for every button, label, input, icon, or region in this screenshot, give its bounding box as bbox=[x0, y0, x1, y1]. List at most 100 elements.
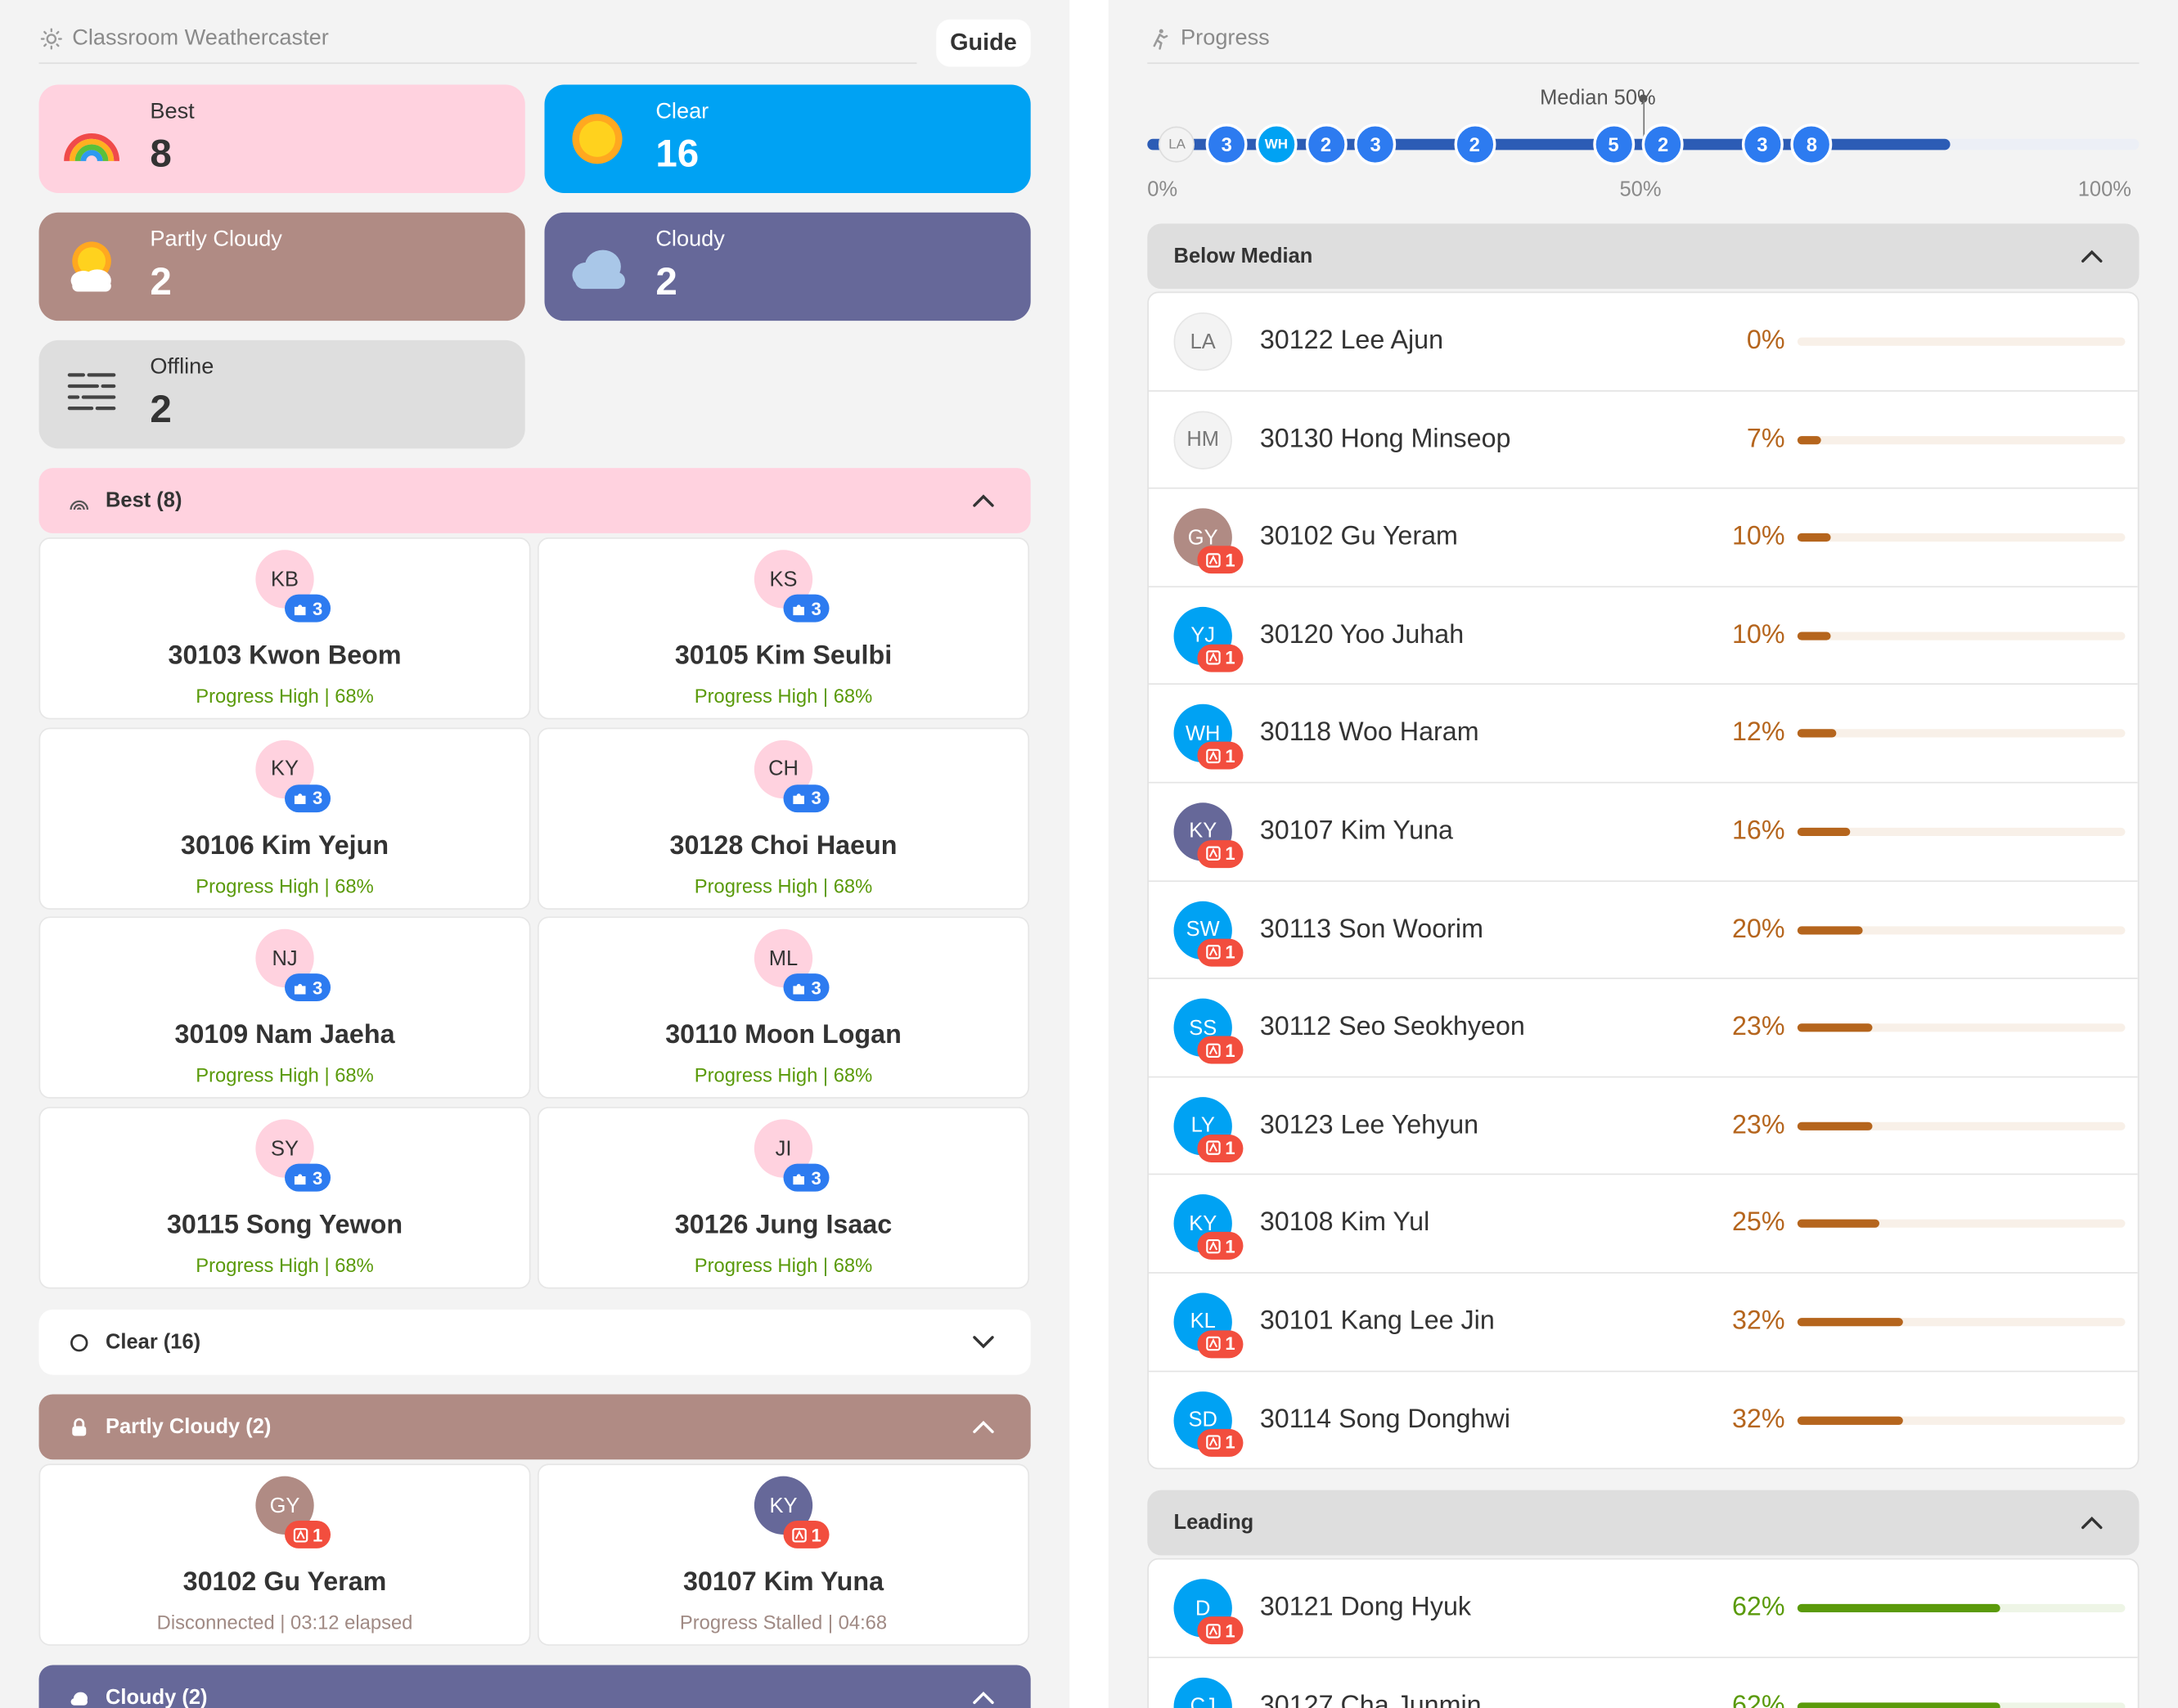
summary-card-partly-cloudy[interactable]: Partly Cloudy 2 bbox=[38, 212, 525, 321]
section-header-partly-cloudy[interactable]: Partly Cloudy (2) bbox=[38, 1394, 1031, 1460]
alert-icon bbox=[792, 1527, 807, 1542]
section-header-clear[interactable]: Clear (16) bbox=[38, 1309, 1031, 1375]
student-card[interactable]: KS 3 30105 Kim Seulbi Progress High | 68% bbox=[538, 537, 1029, 720]
weathercaster-panel: Classroom Weathercaster Guide Best 8 Cle… bbox=[0, 0, 1070, 1708]
track-point[interactable]: 2 bbox=[1453, 124, 1496, 166]
guide-button[interactable]: Guide bbox=[936, 19, 1031, 67]
count-badge: 1 bbox=[1197, 840, 1244, 869]
student-status: Progress High | 68% bbox=[694, 1254, 873, 1277]
track-point[interactable]: 3 bbox=[1741, 124, 1784, 166]
student-name: 30106 Kim Yejun bbox=[181, 831, 389, 861]
student-name: 30102 Gu Yeram bbox=[182, 1567, 387, 1598]
track-point[interactable]: 2 bbox=[1642, 124, 1685, 166]
track-point[interactable]: 3 bbox=[1354, 124, 1397, 166]
badge-count: 1 bbox=[312, 1524, 323, 1545]
alert-icon bbox=[1206, 1435, 1221, 1450]
section-header-leading[interactable]: Leading bbox=[1147, 1490, 2140, 1556]
student-row[interactable]: LA 30122 Lee Ajun 0% bbox=[1148, 293, 2138, 392]
summary-count: 2 bbox=[150, 259, 172, 303]
badge-count: 1 bbox=[1225, 1333, 1235, 1355]
badge-count: 3 bbox=[811, 787, 821, 809]
student-row[interactable]: CJ 30127 Cha Junmin 62% bbox=[1149, 1657, 2138, 1708]
student-name: 30122 Lee Ajun bbox=[1259, 326, 1444, 356]
track-point[interactable]: 2 bbox=[1305, 124, 1347, 166]
student-name: 30130 Hong Minseop bbox=[1259, 424, 1511, 454]
progress-percent: 32% bbox=[1731, 1405, 1785, 1434]
leading-list: D 1 30121 Dong Hyuk 62% CJ 30127 Cha Junmin 62… bbox=[1147, 1557, 2140, 1708]
summary-card-offline[interactable]: Offline 2 bbox=[38, 339, 525, 449]
student-row[interactable]: GY 1 30102 Gu Yeram 10% bbox=[1148, 489, 2138, 587]
student-row[interactable]: LY 1 30123 Lee Yehyun 23% bbox=[1148, 1077, 2138, 1175]
puzzle-icon bbox=[793, 604, 804, 615]
section-header-below-median[interactable]: Below Median bbox=[1147, 223, 2140, 290]
student-card[interactable]: CH 3 30128 Choi Haeun Progress High | 68% bbox=[538, 727, 1029, 910]
count-badge: 1 bbox=[1197, 1134, 1244, 1162]
chevron-up-icon[interactable] bbox=[972, 489, 994, 513]
median-line bbox=[1642, 100, 1645, 147]
chevron-up-icon[interactable] bbox=[2081, 245, 2103, 268]
progress-percent: 10% bbox=[1731, 522, 1785, 552]
summary-count: 16 bbox=[655, 132, 700, 175]
student-row[interactable]: KY 1 30107 Kim Yuna 16% bbox=[1148, 783, 2138, 882]
student-name: 30105 Kim Seulbi bbox=[674, 641, 893, 671]
student-card[interactable]: KB 3 30103 Kwon Beom Progress High | 68% bbox=[38, 537, 531, 720]
alert-icon bbox=[293, 1527, 308, 1542]
student-status: Progress High | 68% bbox=[694, 684, 873, 708]
count-badge: 1 bbox=[783, 1520, 830, 1548]
section-header-cloudy[interactable]: Cloudy (2) bbox=[38, 1665, 1031, 1708]
progress-bar-fill bbox=[1797, 533, 1830, 542]
count-badge: 1 bbox=[1197, 1036, 1244, 1064]
student-status: Progress Stalled | 04:68 bbox=[679, 1611, 888, 1634]
median-dot bbox=[1639, 94, 1648, 103]
progress-percent: 16% bbox=[1731, 816, 1785, 846]
student-row[interactable]: SS 1 30112 Seo Seokhyeon 23% bbox=[1148, 979, 2138, 1077]
chevron-up-icon[interactable] bbox=[972, 1686, 994, 1708]
summary-count: 2 bbox=[655, 259, 677, 303]
student-name: 30112 Seo Seokhyeon bbox=[1259, 1012, 1525, 1042]
chevron-up-icon[interactable] bbox=[2081, 1511, 2103, 1535]
student-name: 30108 Kim Yul bbox=[1259, 1208, 1430, 1238]
student-row[interactable]: KL 1 30101 Kang Lee Jin 32% bbox=[1148, 1274, 2138, 1372]
student-row[interactable]: WH 1 30118 Woo Haram 12% bbox=[1148, 685, 2138, 784]
student-row[interactable]: D 1 30121 Dong Hyuk 62% bbox=[1148, 1560, 2138, 1658]
student-card[interactable]: ML 3 30110 Moon Logan Progress High | 68% bbox=[538, 917, 1029, 1099]
student-row[interactable]: KY 1 30108 Kim Yul 25% bbox=[1148, 1175, 2138, 1274]
student-card[interactable]: JI 3 30126 Jung Isaac Progress High | 68% bbox=[538, 1107, 1029, 1289]
panel-header: Progress bbox=[1147, 14, 2140, 65]
panel-header: Classroom Weathercaster bbox=[38, 14, 917, 65]
student-name: 30107 Kim Yuna bbox=[1259, 816, 1453, 846]
student-card[interactable]: SY 3 30115 Song Yewon Progress High | 68% bbox=[38, 1107, 531, 1289]
track-point[interactable]: 8 bbox=[1790, 124, 1833, 166]
progress-bar bbox=[1797, 1603, 2126, 1613]
summary-card-cloudy[interactable]: Cloudy 2 bbox=[544, 212, 1031, 321]
progress-bar bbox=[1797, 1415, 2126, 1425]
student-card[interactable]: KY 3 30106 Kim Yejun Progress High | 68% bbox=[38, 727, 531, 910]
track-point[interactable]: WH bbox=[1255, 124, 1298, 166]
track-point[interactable]: 5 bbox=[1592, 124, 1635, 166]
summary-label: Offline bbox=[150, 355, 214, 380]
section-header-best[interactable]: Best (8) bbox=[38, 468, 1031, 533]
student-row[interactable]: SW 1 30113 Son Woorim 20% bbox=[1148, 881, 2138, 980]
avatar: HM bbox=[1173, 410, 1232, 470]
student-card[interactable]: NJ 3 30109 Nam Jaeha Progress High | 68% bbox=[38, 917, 531, 1099]
progress-bar bbox=[1797, 827, 2126, 836]
track-point[interactable]: 3 bbox=[1205, 124, 1248, 166]
student-name: 30101 Kang Lee Jin bbox=[1259, 1306, 1495, 1337]
summary-card-clear[interactable]: Clear 16 bbox=[544, 84, 1031, 193]
student-row[interactable]: YJ 1 30120 Yoo Juhah 10% bbox=[1148, 587, 2138, 685]
student-name: 30110 Moon Logan bbox=[665, 1021, 902, 1051]
student-row[interactable]: HM 30130 Hong Minseop 7% bbox=[1148, 391, 2138, 489]
track-point[interactable]: LA bbox=[1159, 126, 1195, 163]
student-card[interactable]: KY 1 30107 Kim Yuna Progress Stalled | 04:6… bbox=[538, 1463, 1029, 1646]
chevron-down-icon[interactable] bbox=[972, 1330, 994, 1354]
progress-bar-fill bbox=[1797, 632, 1830, 640]
student-card[interactable]: GY 1 30102 Gu Yeram Disconnected | 03:12 el… bbox=[38, 1463, 531, 1646]
badge-count: 1 bbox=[1225, 1235, 1235, 1257]
summary-card-best[interactable]: Best 8 bbox=[38, 84, 525, 193]
axis-max-label: 100% bbox=[2077, 178, 2131, 202]
student-status: Disconnected | 03:12 elapsed bbox=[156, 1611, 413, 1634]
progress-bar-fill bbox=[1797, 1121, 1873, 1130]
student-name: 30128 Choi Haeun bbox=[669, 831, 898, 861]
student-row[interactable]: SD 1 30114 Song Donghwi 32% bbox=[1149, 1372, 2138, 1468]
chevron-up-icon[interactable] bbox=[972, 1415, 994, 1439]
